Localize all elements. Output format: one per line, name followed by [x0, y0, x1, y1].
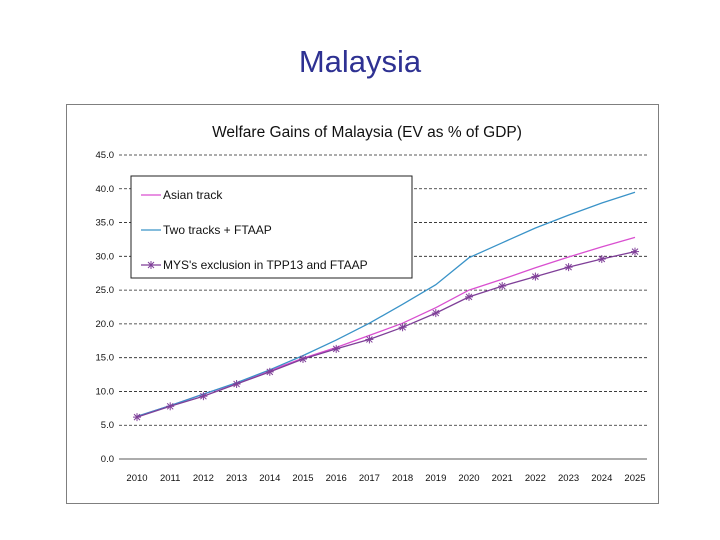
y-tick-label: 5.0	[101, 420, 114, 431]
data-point-marker	[498, 282, 507, 291]
data-point-marker	[199, 392, 208, 401]
data-point-marker	[332, 344, 341, 353]
x-tick-label: 2014	[259, 473, 280, 484]
x-tick-label: 2025	[624, 473, 645, 484]
y-tick-label: 15.0	[96, 353, 115, 364]
data-point-marker	[166, 402, 175, 411]
x-tick-label: 2020	[458, 473, 479, 484]
y-tick-label: 25.0	[96, 285, 115, 296]
marker-stroke	[432, 309, 440, 317]
chart-title: Welfare Gains of Malaysia (EV as % of GD…	[212, 124, 522, 141]
x-tick-label: 2023	[558, 473, 579, 484]
y-tick-label: 45.0	[96, 150, 115, 161]
y-tick-label: 0.0	[101, 454, 114, 465]
x-tick-label: 2016	[326, 473, 347, 484]
y-axis-tick-labels: 0.0 5.0 10.0 15.0 20.0 25.0 30.0 35.0 40.0 45.0	[96, 150, 115, 465]
data-point-marker	[232, 380, 241, 389]
data-point-marker	[133, 413, 141, 422]
legend-box	[130, 175, 413, 279]
marker-stroke	[631, 248, 639, 255]
marker-stroke	[133, 413, 141, 421]
marker-stroke	[166, 402, 174, 410]
data-series	[133, 191, 639, 422]
marker-stroke	[598, 255, 606, 263]
series-line-2	[136, 250, 636, 418]
line-chart: Welfare Gains of Malaysia (EV as % of GD…	[96, 124, 647, 484]
x-tick-label: 2021	[492, 473, 513, 484]
data-point-marker	[597, 255, 606, 264]
legend-label-2: MYS's exclusion in TPP13 and FTAAP	[163, 258, 368, 272]
data-point-marker	[564, 263, 573, 272]
x-tick-label: 2018	[392, 473, 413, 484]
marker-stroke	[498, 282, 506, 290]
x-tick-label: 2010	[126, 473, 147, 484]
x-tick-label: 2017	[359, 473, 380, 484]
data-point-marker	[431, 309, 440, 318]
data-point-marker	[365, 335, 374, 344]
marker-stroke	[465, 293, 473, 301]
marker-stroke	[299, 355, 307, 363]
x-tick-label: 2019	[425, 473, 446, 484]
legend-label-1: Two tracks + FTAAP	[163, 223, 272, 237]
x-tick-label: 2011	[160, 473, 180, 484]
marker-stroke	[233, 380, 240, 388]
y-tick-label: 40.0	[96, 184, 115, 195]
data-point-marker	[631, 247, 639, 256]
data-point-marker	[531, 272, 540, 281]
y-tick-label: 30.0	[96, 251, 115, 262]
series-line-1	[136, 191, 636, 418]
marker-stroke	[266, 368, 274, 376]
x-tick-label: 2012	[193, 473, 214, 484]
x-tick-label: 2013	[226, 473, 247, 484]
y-tick-label: 10.0	[96, 386, 115, 397]
legend: Asian track Two tracks + FTAAP MYS's exclu…	[130, 175, 413, 279]
y-tick-label: 35.0	[96, 218, 115, 229]
marker-stroke	[565, 263, 572, 271]
marker-stroke	[532, 273, 539, 280]
data-point-marker	[465, 292, 473, 301]
x-tick-label: 2015	[292, 473, 313, 484]
marker-stroke	[147, 261, 155, 269]
data-point-marker	[299, 355, 307, 364]
data-point-marker	[265, 367, 274, 376]
legend-label-0: Asian track	[163, 188, 223, 202]
slide-title: Malaysia	[298, 44, 422, 79]
x-tick-label: 2022	[525, 473, 546, 484]
x-tick-label: 2024	[591, 473, 612, 484]
data-point-marker	[398, 323, 407, 332]
chart-frame: Welfare Gains of Malaysia (EV as % of GD…	[66, 104, 659, 504]
marker-stroke	[332, 345, 340, 353]
marker-stroke	[366, 336, 373, 343]
x-axis-tick-labels: 2010 2011 2012 2013 2014 2015 2016 2017 2018 2019…	[126, 473, 645, 484]
marker-stroke	[399, 323, 406, 331]
y-tick-label: 20.0	[96, 319, 115, 330]
marker-stroke	[200, 392, 207, 400]
legend-marker	[147, 261, 155, 269]
